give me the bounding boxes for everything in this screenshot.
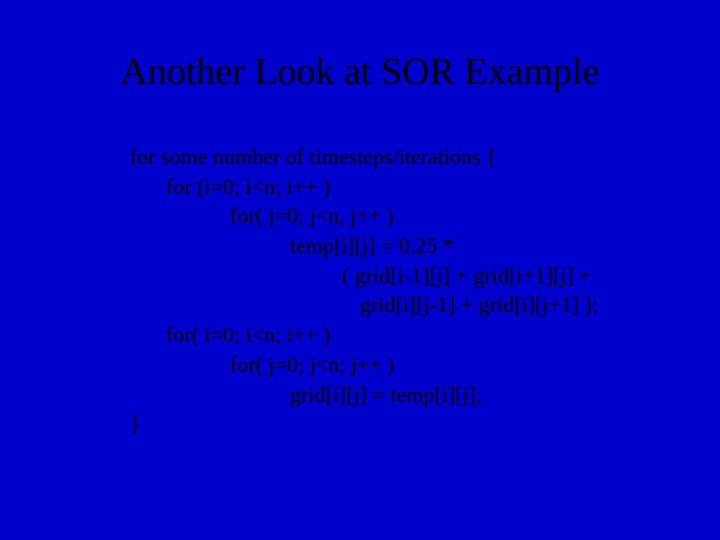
code-line: for( j=0; j<n; j++ ) (130, 350, 660, 380)
code-line: for (i=0; i<n; i++ ) (130, 172, 660, 202)
slide-container: Another Look at SOR Example for some num… (0, 0, 720, 540)
code-line: ( grid[i-1][j] + grid[i+1][j] + (130, 261, 660, 291)
code-line: temp[i][j] = 0.25 * (130, 231, 660, 261)
code-line: for some number of timesteps/iterations … (130, 142, 660, 172)
code-line: for( j=0; j<n, j++ ) (130, 201, 660, 231)
slide-title: Another Look at SOR Example (60, 50, 660, 94)
code-line: grid[i][j-1] + grid[i][j+1] ); (130, 290, 660, 320)
code-line: } (130, 409, 660, 439)
code-block: for some number of timesteps/iterations … (130, 142, 660, 439)
code-line: grid[i][j] = temp[i][j]; (130, 380, 660, 410)
code-line: for( i=0; i<n; i++ ) (130, 320, 660, 350)
